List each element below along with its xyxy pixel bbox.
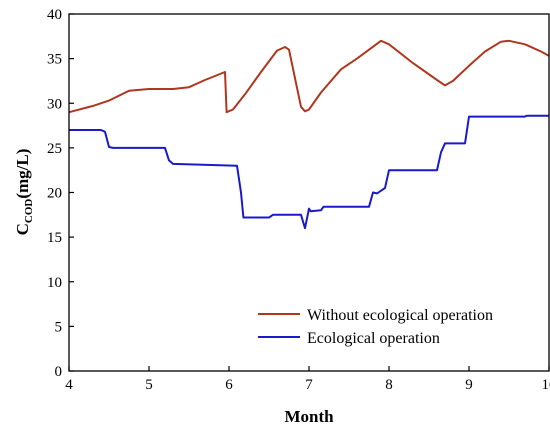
plot-frame <box>68 13 550 372</box>
y-tick-label-5: 5 <box>55 319 63 335</box>
x-tick-label-8: 8 <box>385 377 393 393</box>
x-tick-label-5: 5 <box>145 377 153 393</box>
legend: Without ecological operation Ecological … <box>258 307 493 347</box>
y-tick-label-40: 40 <box>47 7 62 23</box>
tick-labels: 4 5 6 7 8 9 10 0 5 10 15 20 25 30 35 40 <box>47 7 550 393</box>
series-layer <box>68 39 550 230</box>
x-tick-label-10: 10 <box>542 377 550 393</box>
y-tick-label-30: 30 <box>47 96 62 112</box>
x-tick-label-9: 9 <box>465 377 473 393</box>
y-tick-label-25: 25 <box>47 141 62 157</box>
legend-label-ecological-operation: Ecological operation <box>307 330 440 347</box>
x-tick-label-6: 6 <box>225 377 233 393</box>
y-tick-label-35: 35 <box>47 52 62 68</box>
x-tick-label-7: 7 <box>305 377 313 393</box>
series-line-without-ecological-operation <box>68 39 550 114</box>
y-axis-title-sub: COD <box>23 199 35 224</box>
x-tick-label-4: 4 <box>65 377 73 393</box>
x-axis-title: Month <box>284 407 334 426</box>
y-axis-title-rest: (mg/L) <box>13 149 32 199</box>
y-axis-title: CCOD(mg/L) <box>13 149 35 236</box>
axis-ticks <box>68 13 550 372</box>
y-tick-label-0: 0 <box>55 364 63 380</box>
y-tick-label-20: 20 <box>47 186 62 202</box>
y-tick-label-10: 10 <box>47 275 62 291</box>
legend-label-without-ecological-operation: Without ecological operation <box>307 307 493 324</box>
series-line-ecological-operation <box>69 114 549 230</box>
y-axis-title-main: C <box>13 223 32 235</box>
y-tick-label-15: 15 <box>47 230 62 246</box>
